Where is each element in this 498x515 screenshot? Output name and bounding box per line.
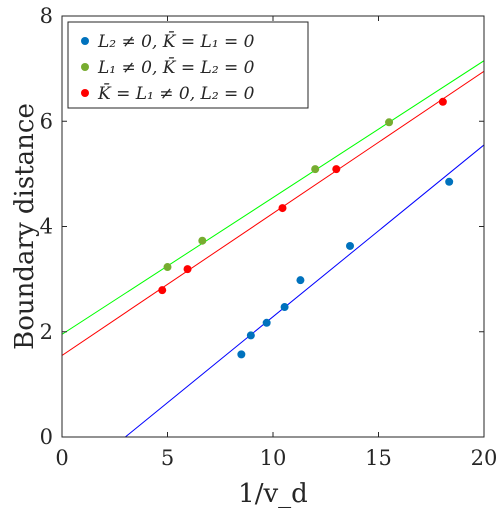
x-tick-label: 0 (55, 446, 68, 470)
legend-label-series-2: L₁ ≠ 0, K̄ = L₂ = 0 (97, 56, 255, 78)
legend-marker-series-2 (81, 63, 89, 71)
data-point-series-3 (332, 165, 341, 174)
x-axis-label: 1/v_d (238, 479, 308, 509)
legend: L₂ ≠ 0, K̄ = L₁ = 0 L₁ ≠ 0, K̄ = L₂ = 0 K̄… (67, 21, 309, 109)
x-tick-label: 20 (471, 446, 498, 470)
data-point-series-2 (311, 165, 320, 174)
y-axis-label: Boundary distance (10, 103, 40, 350)
y-tick-label: 2 (40, 320, 53, 344)
data-point-series-2 (385, 118, 394, 127)
data-point-series-1 (346, 241, 355, 250)
legend-marker-series-1 (81, 37, 89, 45)
data-point-series-1 (246, 331, 255, 340)
data-point-series-1 (445, 177, 454, 186)
legend-label-series-1: L₂ ≠ 0, K̄ = L₁ = 0 (97, 30, 255, 52)
data-point-series-3 (278, 204, 287, 213)
axis-ticks (61, 15, 485, 438)
legend-box (67, 21, 309, 109)
x-tick-label: 5 (161, 446, 174, 470)
legend-marker-series-3 (81, 89, 89, 97)
data-point-series-1 (280, 303, 289, 312)
y-tick-label: 6 (40, 109, 53, 133)
tick-labels: 0 5 10 15 20 0 2 4 6 8 (40, 4, 498, 470)
data-point-series-3 (183, 265, 192, 274)
data-point-series-3 (158, 286, 167, 295)
data-point-series-1 (262, 318, 271, 327)
legend-label-series-3: K̄ = L₁ ≠ 0, L₂ = 0 (97, 82, 255, 104)
y-tick-label: 0 (40, 425, 53, 449)
data-point-series-2 (198, 236, 207, 245)
y-tick-label: 4 (40, 215, 53, 239)
fit-line-series-2 (62, 60, 484, 335)
x-tick-label: 15 (365, 446, 392, 470)
data-point-series-2 (163, 263, 172, 272)
data-point-series-3 (438, 97, 447, 106)
fit-line-series-3 (62, 70, 484, 356)
fit-line-series-1 (124, 144, 484, 437)
y-tick-label: 8 (40, 4, 53, 28)
fit-lines (62, 60, 484, 437)
x-tick-label: 10 (260, 446, 287, 470)
data-point-series-1 (237, 350, 246, 359)
data-point-series-1 (296, 276, 305, 285)
data-points (158, 97, 454, 359)
